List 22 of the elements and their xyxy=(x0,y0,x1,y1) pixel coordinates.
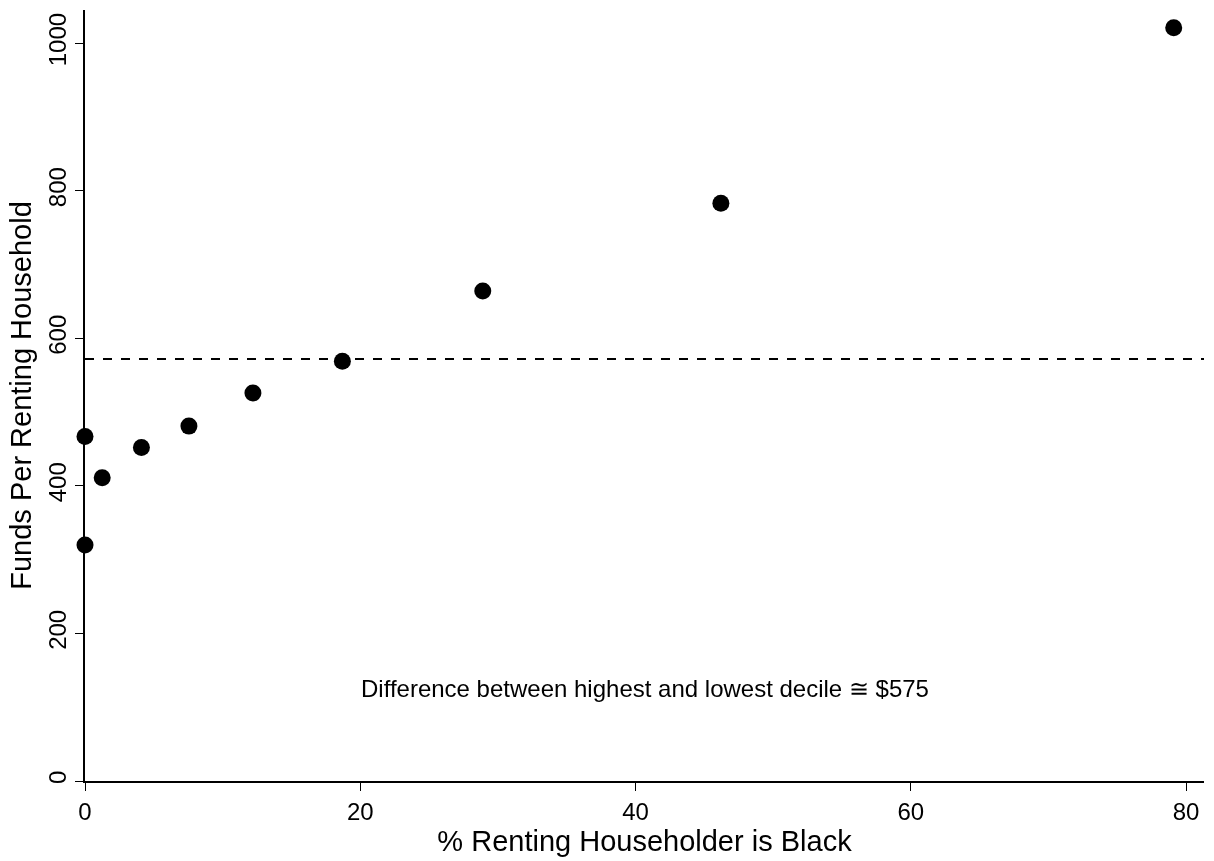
x-tick-label: 20 xyxy=(346,797,374,825)
point xyxy=(333,352,351,370)
y-tick-label: 200 xyxy=(43,609,71,650)
x-tick-label: 40 xyxy=(622,797,649,825)
point xyxy=(474,282,492,300)
annotation: Difference between highest and lowest decile ≅ $575 xyxy=(361,675,929,702)
point xyxy=(132,439,150,456)
point xyxy=(244,384,262,402)
x-tick-label: 60 xyxy=(897,797,925,825)
point xyxy=(93,469,111,487)
point xyxy=(712,194,730,212)
y-tick-label: 800 xyxy=(43,167,71,208)
x-axis-title: % Renting Householder is Black xyxy=(437,824,853,857)
x-tick-label: 80 xyxy=(1172,797,1200,825)
x-tick-label: 0 xyxy=(78,797,92,825)
y-tick-label: 600 xyxy=(43,314,71,355)
point xyxy=(180,417,198,435)
y-axis-title: Funds Per Renting Household xyxy=(4,201,37,590)
y-tick-label: 400 xyxy=(43,462,71,503)
y-tick-label: 1000 xyxy=(43,12,71,67)
y-tick-label: 0 xyxy=(43,770,71,785)
point xyxy=(1165,19,1183,37)
